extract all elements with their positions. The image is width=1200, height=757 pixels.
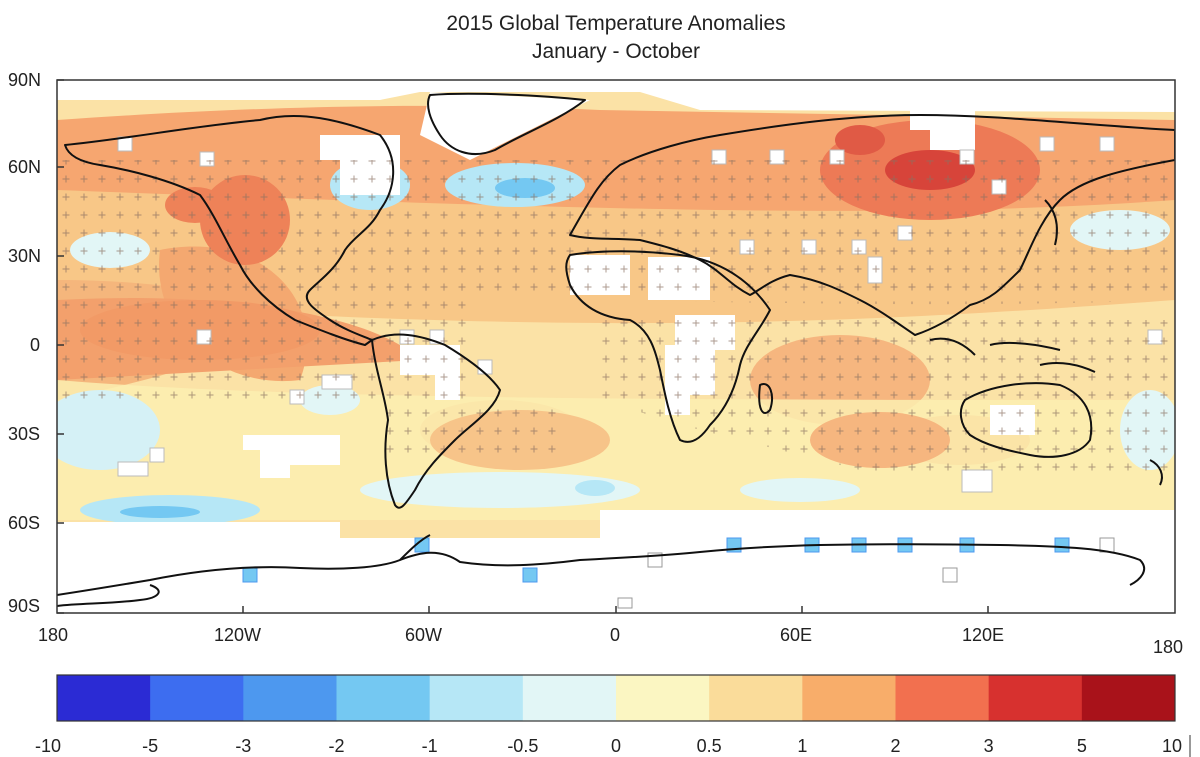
colorbar-tick-label: -5 bbox=[142, 736, 158, 756]
colorbar-tick-label: -1 bbox=[422, 736, 438, 756]
colorbar-bin-6 bbox=[616, 675, 710, 721]
colorbar-bin-4 bbox=[429, 675, 524, 721]
colorbar bbox=[56, 674, 1176, 722]
colorbar-bin-5 bbox=[522, 675, 617, 721]
anomaly-field bbox=[57, 80, 1175, 613]
map-subtitle: January - October bbox=[531, 40, 701, 63]
colorbar-bin-7 bbox=[709, 675, 803, 721]
lon-label-0: 0 bbox=[610, 625, 620, 645]
lon-label-180w: 180 bbox=[38, 625, 68, 645]
colorbar-bin-8 bbox=[802, 675, 896, 721]
colorbar-tick-label: 0 bbox=[611, 736, 621, 756]
colorbar-bin-9 bbox=[895, 675, 990, 721]
lat-label-equator: 0 bbox=[30, 335, 40, 355]
map-title: 2015 Global Temperature Anomalies bbox=[446, 12, 786, 35]
colorbar-bin-10 bbox=[988, 675, 1083, 721]
colorbar-tick-label: -3 bbox=[235, 736, 251, 756]
colorbar-bin-1 bbox=[150, 675, 244, 721]
colorbar-labels: -10 -5 -3 -2 -1 -0.5 0 0.5 1 2 3 5 10 bbox=[35, 736, 1182, 756]
coastlines bbox=[57, 92, 1175, 607]
lon-label-180e: 180 bbox=[1153, 637, 1183, 657]
colorbar-tick-label: 3 bbox=[984, 736, 994, 756]
colorbar-tick-label: -10 bbox=[35, 736, 61, 756]
lon-label-60e: 60E bbox=[780, 625, 812, 645]
lat-label-90s: 90S bbox=[8, 596, 40, 616]
colorbar-tick-label: 0.5 bbox=[697, 736, 722, 756]
colorbar-bin-3 bbox=[336, 675, 431, 721]
colorbar-tick-label: -2 bbox=[328, 736, 344, 756]
lat-label-90n: 90N bbox=[8, 70, 41, 90]
colorbar-tick-label: 10 bbox=[1162, 736, 1182, 756]
colorbar-bin-2 bbox=[243, 675, 337, 721]
colorbar-bin-0 bbox=[57, 675, 151, 721]
colorbar-tick-label: 2 bbox=[890, 736, 900, 756]
lon-label-120e: 120E bbox=[962, 625, 1004, 645]
lat-label-30n: 30N bbox=[8, 246, 41, 266]
colorbar-tick-label: 1 bbox=[797, 736, 807, 756]
lat-label-60n: 60N bbox=[8, 157, 41, 177]
lon-label-120w: 120W bbox=[214, 625, 261, 645]
lat-label-30s: 30S bbox=[8, 424, 40, 444]
colorbar-frame bbox=[56, 674, 1176, 722]
lon-label-60w: 60W bbox=[405, 625, 442, 645]
colorbar-tick-label: -0.5 bbox=[507, 736, 538, 756]
colorbar-bin-11 bbox=[1081, 675, 1176, 721]
colorbar-tick-label: 5 bbox=[1077, 736, 1087, 756]
lat-label-60s: 60S bbox=[8, 513, 40, 533]
